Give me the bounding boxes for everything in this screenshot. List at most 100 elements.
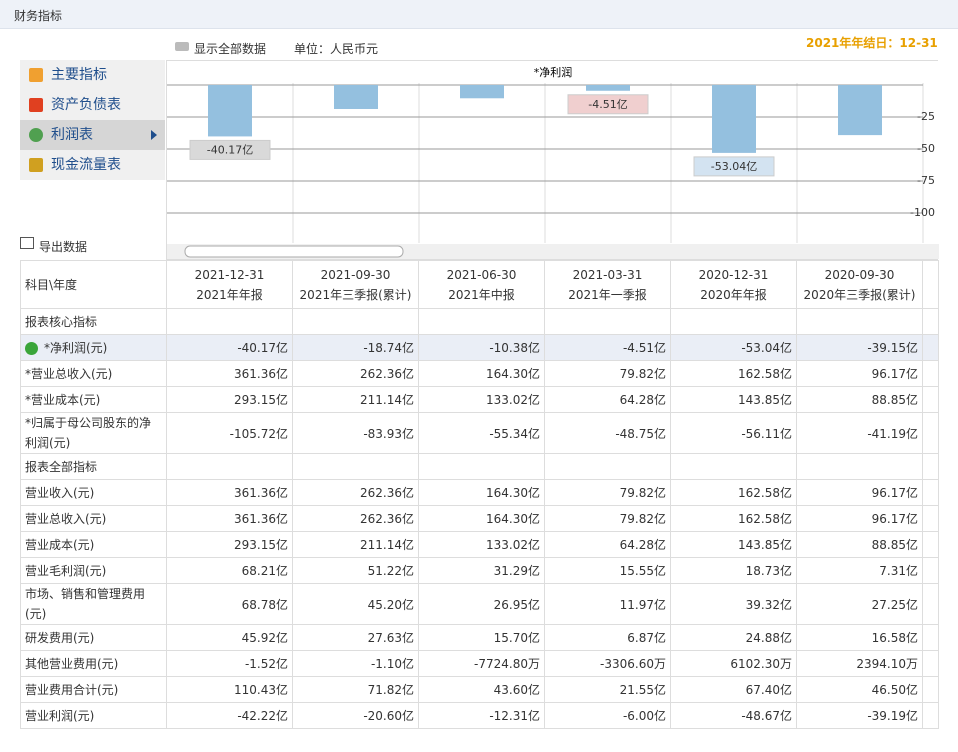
cell-value: 133.02亿	[418, 386, 545, 413]
row-label: 研发费用(元)	[20, 624, 167, 651]
data-row: *营业总收入(元) 361.36亿 262.36亿 164.30亿 79.82亿 162.…	[20, 360, 939, 387]
data-row: *归属于母公司股东的净利润(元) -105.72亿 -83.93亿 -55.34亿 -4…	[20, 412, 939, 454]
side-menu: 主要指标资产负债表利润表现金流量表	[20, 60, 165, 180]
row-label-text: 营业利润(元)	[25, 708, 95, 723]
cell-value: 27.25亿	[796, 583, 923, 625]
top-bar: 财务指标	[0, 0, 958, 29]
cell-value: 68.78亿	[166, 583, 293, 625]
column-header: 2020-09-30 2020年三季报(累计)	[796, 260, 923, 309]
cell-value: -20.60亿	[292, 702, 419, 729]
cell-value: 64.28亿	[544, 386, 671, 413]
cell-value: 15.55亿	[544, 557, 671, 584]
y-tick-label: -100	[910, 206, 935, 219]
cell-value: 79.82亿	[544, 505, 671, 532]
data-row: 研发费用(元) 45.92亿 27.63亿 15.70亿 6.87亿 24.88亿 16.5…	[20, 624, 939, 651]
extra-cell	[922, 702, 939, 729]
cell-value: 11.97亿	[544, 583, 671, 625]
menu-item[interactable]: 主要指标	[20, 60, 165, 90]
empty-cell	[922, 453, 939, 480]
data-row: *净利润(元) -40.17亿 -18.74亿 -10.38亿 -4.51亿 -53.04…	[20, 334, 939, 361]
menu-label: 资产负债表	[51, 97, 121, 113]
row-label: 营业利润(元)	[20, 702, 167, 729]
y-tick-label: -25	[917, 110, 935, 123]
cell-value: 262.36亿	[292, 360, 419, 387]
bar	[460, 85, 504, 99]
column-date: 2021-09-30	[320, 267, 391, 282]
cell-value: 45.92亿	[166, 624, 293, 651]
cell-value: 79.82亿	[544, 479, 671, 506]
menu-item[interactable]: 现金流量表	[20, 150, 165, 180]
empty-cell	[166, 453, 293, 480]
data-row: 营业利润(元) -42.22亿 -20.60亿 -12.31亿 -6.00亿 -48.67…	[20, 702, 939, 729]
chart-box: *净利润 -25 -50 -75 -100 -40.17亿 -4.51亿 -53.04亿	[166, 60, 939, 260]
extra-cell	[922, 531, 939, 558]
menu-label: 主要指标	[51, 67, 107, 83]
cell-value: 96.17亿	[796, 360, 923, 387]
menu-label: 利润表	[51, 127, 93, 143]
menu-arrow	[151, 130, 157, 140]
data-table: 科目\年度 2021-12-31 2021年年报 2021-09-30 2021年三季报…	[20, 260, 939, 729]
cell-value: 143.85亿	[670, 386, 797, 413]
data-row: 营业收入(元) 361.36亿 262.36亿 164.30亿 79.82亿 162.58…	[20, 479, 939, 506]
row-label-text: 研发费用(元)	[25, 630, 95, 645]
row-label-text: 营业毛利润(元)	[25, 563, 107, 578]
y-tick-label: -75	[917, 174, 935, 187]
cell-value: -3306.60万	[544, 650, 671, 677]
extra-cell	[922, 360, 939, 387]
section-row: 报表核心指标	[20, 308, 939, 335]
cell-value: 6.87亿	[544, 624, 671, 651]
value-label: -4.51亿	[588, 98, 627, 111]
row-label-text: 营业成本(元)	[25, 537, 95, 552]
column-header: 2021-12-31 2021年年报	[166, 260, 293, 309]
cell-value: 96.17亿	[796, 479, 923, 506]
menu-item[interactable]: 资产负债表	[20, 90, 165, 120]
empty-cell	[796, 308, 923, 335]
row-label: 营业收入(元)	[20, 479, 167, 506]
column-date: 2020-09-30	[824, 267, 895, 282]
cell-value: -10.38亿	[418, 334, 545, 361]
extra-cell	[922, 334, 939, 361]
cell-value: 88.85亿	[796, 386, 923, 413]
section-label: 报表全部指标	[20, 453, 167, 480]
row-label-text: 其他营业费用(元)	[25, 656, 119, 671]
cell-value: 162.58亿	[670, 479, 797, 506]
row-label: 营业成本(元)	[20, 531, 167, 558]
extra-cell	[922, 557, 939, 584]
scrollbar-thumb[interactable]	[184, 245, 404, 258]
extra-cell	[922, 583, 939, 625]
row-label: *营业成本(元)	[20, 386, 167, 413]
cell-value: -6.00亿	[544, 702, 671, 729]
cell-value: 68.21亿	[166, 557, 293, 584]
export[interactable]: 导出数据	[39, 240, 88, 254]
column-date: 2021-12-31	[194, 267, 265, 282]
column-period: 2021年年报	[196, 287, 263, 302]
unit: 单位：人民币元	[294, 42, 379, 56]
bar	[334, 85, 378, 109]
show-all[interactable]: 显示全部数据	[194, 42, 267, 56]
menu-item[interactable]: 利润表	[20, 120, 165, 150]
bar	[208, 85, 252, 137]
cell-value: 133.02亿	[418, 531, 545, 558]
cell-value: -55.34亿	[418, 412, 545, 454]
empty-cell	[166, 308, 293, 335]
row-label: *归属于母公司股东的净利润(元)	[20, 412, 167, 454]
cell-value: 18.73亿	[670, 557, 797, 584]
cell-value: 162.58亿	[670, 505, 797, 532]
bar	[838, 85, 882, 136]
cell-value: 6102.30万	[670, 650, 797, 677]
bar	[586, 85, 630, 91]
bar	[712, 85, 756, 153]
cell-value: 211.14亿	[292, 386, 419, 413]
cell-value: 110.43亿	[166, 676, 293, 703]
empty-cell	[796, 453, 923, 480]
cell-value: 39.32亿	[670, 583, 797, 625]
row-label: 市场、销售和管理费用(元)	[20, 583, 167, 625]
cell-value: 16.58亿	[796, 624, 923, 651]
extra-cell	[922, 479, 939, 506]
row-label: 营业费用合计(元)	[20, 676, 167, 703]
extra-cell	[922, 505, 939, 532]
check-icon	[25, 341, 38, 355]
column-period: 2021年三季报(累计)	[299, 287, 412, 302]
row-label-text: *营业成本(元)	[25, 392, 101, 407]
cell-value: 96.17亿	[796, 505, 923, 532]
